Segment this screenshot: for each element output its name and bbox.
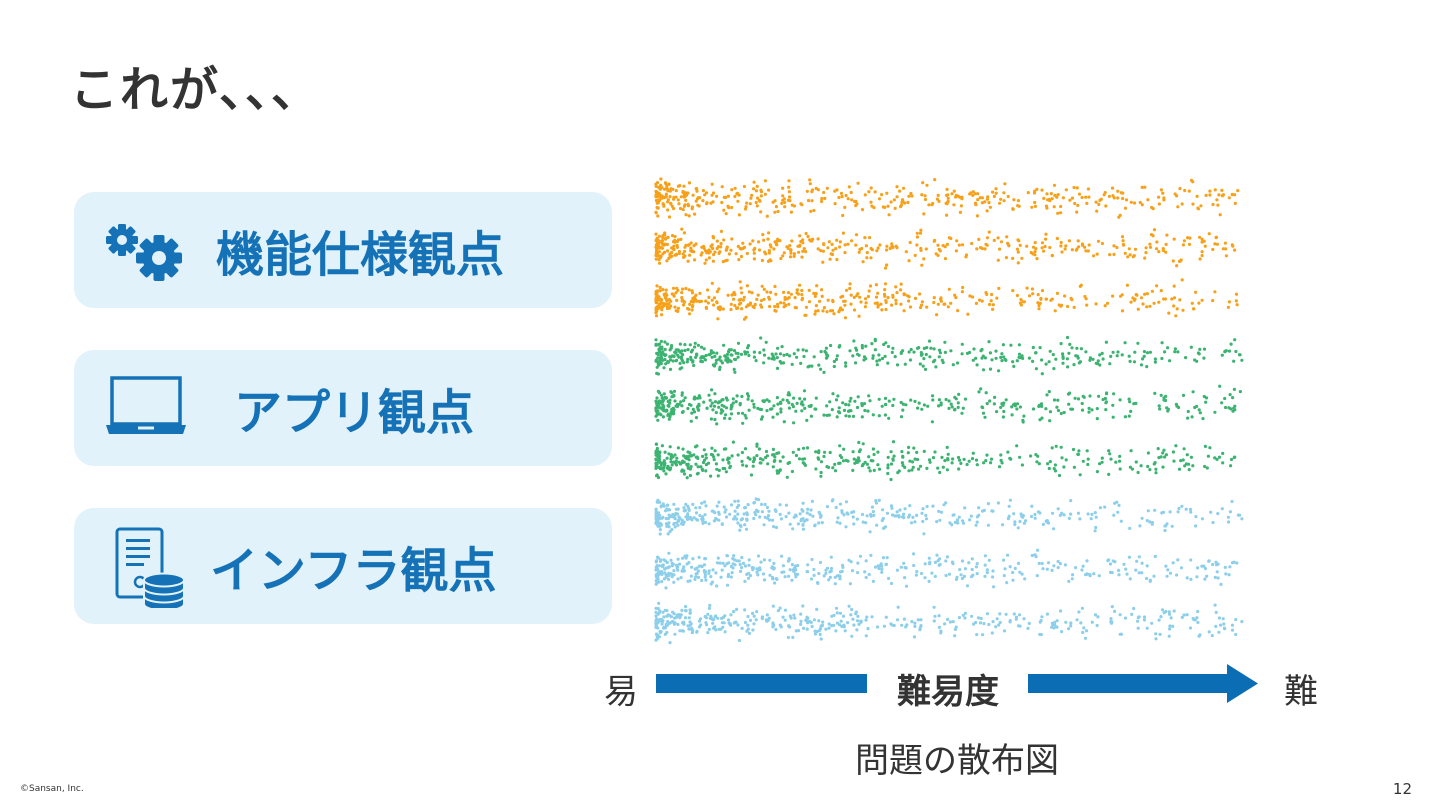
page-title: これが、、、 xyxy=(70,62,322,118)
card-label-application: アプリ観点 xyxy=(234,385,475,441)
card-label-infrastructure: インフラ観点 xyxy=(210,543,497,599)
axis-title-difficulty: 難易度 xyxy=(897,672,999,712)
gears-icon xyxy=(106,224,182,281)
axis-arrow-left-bar xyxy=(656,674,867,693)
card-application: アプリ観点 xyxy=(74,350,612,466)
copyright: ©Sansan, Inc. xyxy=(20,784,84,794)
card-label-functional-spec: 機能仕様観点 xyxy=(216,227,505,283)
issue-scatter-plot xyxy=(654,177,1244,645)
figure-caption: 問題の散布図 xyxy=(855,741,1059,781)
card-infrastructure: インフラ観点 xyxy=(74,508,612,624)
axis-label-easy: 易 xyxy=(604,672,638,712)
axis-arrow-right xyxy=(1028,664,1258,703)
laptop-icon xyxy=(106,376,186,434)
axis-label-hard: 難 xyxy=(1284,672,1318,712)
page-number: 12 xyxy=(1392,780,1412,798)
server-database-icon xyxy=(115,527,185,608)
card-functional-spec: 機能仕様観点 xyxy=(74,192,612,308)
